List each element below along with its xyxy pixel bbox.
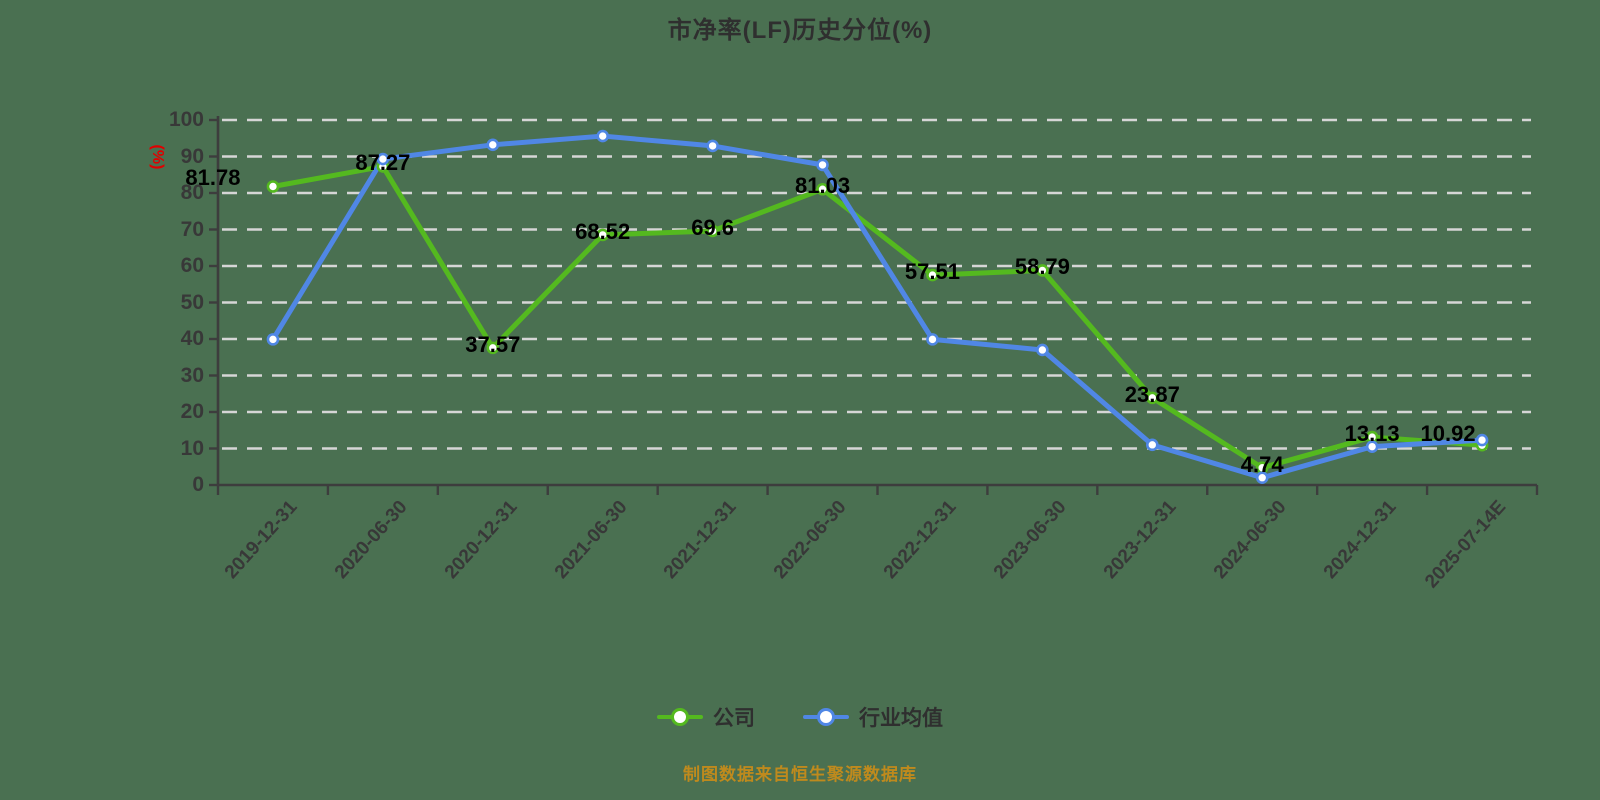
data-point-1-2019-12-31[interactable] <box>266 333 280 346</box>
y-tick-label-70: 70 <box>180 217 204 241</box>
data-point-1-2024-12-31[interactable] <box>1365 440 1379 453</box>
y-tick-label-60: 60 <box>180 254 204 277</box>
data-label-2020-12-31: 37.57 <box>465 331 521 357</box>
data-label-2019-12-31: 81.78 <box>185 164 241 190</box>
y-tick-label-10: 10 <box>180 436 204 460</box>
data-point-0-2019-12-31[interactable] <box>266 180 280 193</box>
data-point-0-2023-06-30[interactable] <box>1036 264 1049 277</box>
data-label-2020-06-30: 87.27 <box>355 150 411 176</box>
legend-label-company: 公司 <box>713 707 755 730</box>
data-point-0-2023-12-31[interactable] <box>1145 391 1159 405</box>
data-point-1-2024-06-30[interactable] <box>1255 471 1269 485</box>
data-point-0-2021-12-31[interactable] <box>706 224 719 238</box>
data-point-0-2022-06-30[interactable] <box>816 182 829 196</box>
data-point-1-2023-12-31[interactable] <box>1145 438 1159 452</box>
series-line-1 <box>270 133 1485 481</box>
data-point-1-2022-12-31[interactable] <box>926 333 939 346</box>
data-point-1-2025-07-14E[interactable] <box>1475 433 1489 447</box>
y-tick-label-80: 80 <box>180 181 204 204</box>
legend-item-industry-average[interactable]: 行业均值 <box>803 702 943 732</box>
data-point-0-2020-12-31[interactable] <box>486 341 500 355</box>
y-tick-label-50: 50 <box>180 290 204 314</box>
series-line-0 <box>270 163 1485 471</box>
data-point-1-2022-06-30[interactable] <box>816 158 829 172</box>
data-point-1-2020-12-31[interactable] <box>486 138 500 152</box>
y-tick-label-90: 90 <box>180 144 204 168</box>
data-label-2022-12-31: 57.51 <box>904 259 960 285</box>
data-label-2025-07-14E: 10.92 <box>1420 421 1476 447</box>
y-tick-label-100: 100 <box>168 108 204 131</box>
data-source-note: 制图数据来自恒生聚源数据库 <box>683 765 917 784</box>
data-point-0-2022-12-31[interactable] <box>926 268 939 282</box>
chart-title: 市净率(LF)历史分位(%) <box>667 17 933 44</box>
chart-legend: 公司 行业均值 <box>0 702 1600 732</box>
data-label-2024-06-30: 4.74 <box>1240 451 1284 477</box>
company-line-marker-icon <box>657 708 703 726</box>
data-point-0-2021-06-30[interactable] <box>596 228 610 242</box>
y-tick-label-40: 40 <box>180 327 204 350</box>
industry-line-marker-icon <box>803 708 849 726</box>
y-tick-label-20: 20 <box>180 400 204 423</box>
y-tick-label-30: 30 <box>180 363 204 387</box>
data-label-2023-06-30: 58.79 <box>1014 254 1070 280</box>
data-label-2022-06-30: 81.03 <box>795 173 851 199</box>
data-label-2021-12-31: 69.6 <box>691 214 735 240</box>
data-point-1-2021-06-30[interactable] <box>596 129 610 143</box>
data-label-2024-12-31: 13.13 <box>1344 421 1400 447</box>
y-tick-label-0: 0 <box>192 473 204 496</box>
data-point-1-2021-12-31[interactable] <box>706 139 719 153</box>
legend-label-industry-average: 行业均值 <box>859 707 943 730</box>
data-point-1-2020-06-30[interactable] <box>376 152 390 166</box>
data-label-2021-06-30: 68.52 <box>575 218 631 244</box>
data-label-2023-12-31: 23.87 <box>1124 381 1180 407</box>
data-point-1-2023-06-30[interactable] <box>1036 343 1049 357</box>
legend-item-company[interactable]: 公司 <box>657 702 755 732</box>
